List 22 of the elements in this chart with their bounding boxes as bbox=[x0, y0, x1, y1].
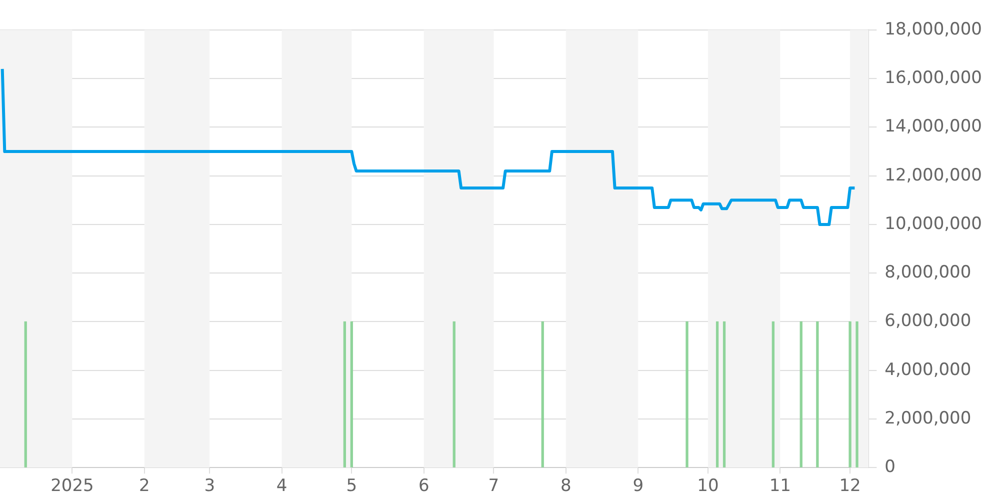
x-tick-label: 5 bbox=[346, 476, 358, 496]
y-tick-label: 2,000,000 bbox=[884, 408, 972, 428]
y-tick-label: 0 bbox=[884, 457, 896, 478]
y-tick-label: 10,000,000 bbox=[884, 214, 982, 234]
y-tick-label: 8,000,000 bbox=[884, 262, 972, 283]
y-tick-label: 12,000,000 bbox=[884, 165, 982, 186]
x-tick-label: 7 bbox=[488, 476, 500, 496]
y-tick-label: 18,000,000 bbox=[884, 19, 982, 40]
x-tick-label: 2025 bbox=[50, 476, 94, 496]
x-tick-label: 9 bbox=[632, 476, 644, 496]
y-tick-label: 6,000,000 bbox=[884, 311, 972, 332]
x-tick-label: 3 bbox=[204, 476, 216, 496]
x-tick-label: 11 bbox=[769, 476, 791, 496]
x-tick-label: 6 bbox=[418, 476, 430, 496]
y-tick-label: 14,000,000 bbox=[884, 116, 982, 137]
x-tick-label: 12 bbox=[839, 476, 861, 496]
x-tick-label: 8 bbox=[560, 476, 572, 496]
x-tick-label: 2 bbox=[138, 476, 150, 496]
y-tick-label: 4,000,000 bbox=[884, 360, 972, 380]
x-tick-label: 10 bbox=[697, 476, 719, 496]
x-tick-label: 4 bbox=[276, 476, 288, 496]
y-tick-label: 16,000,000 bbox=[884, 68, 982, 88]
